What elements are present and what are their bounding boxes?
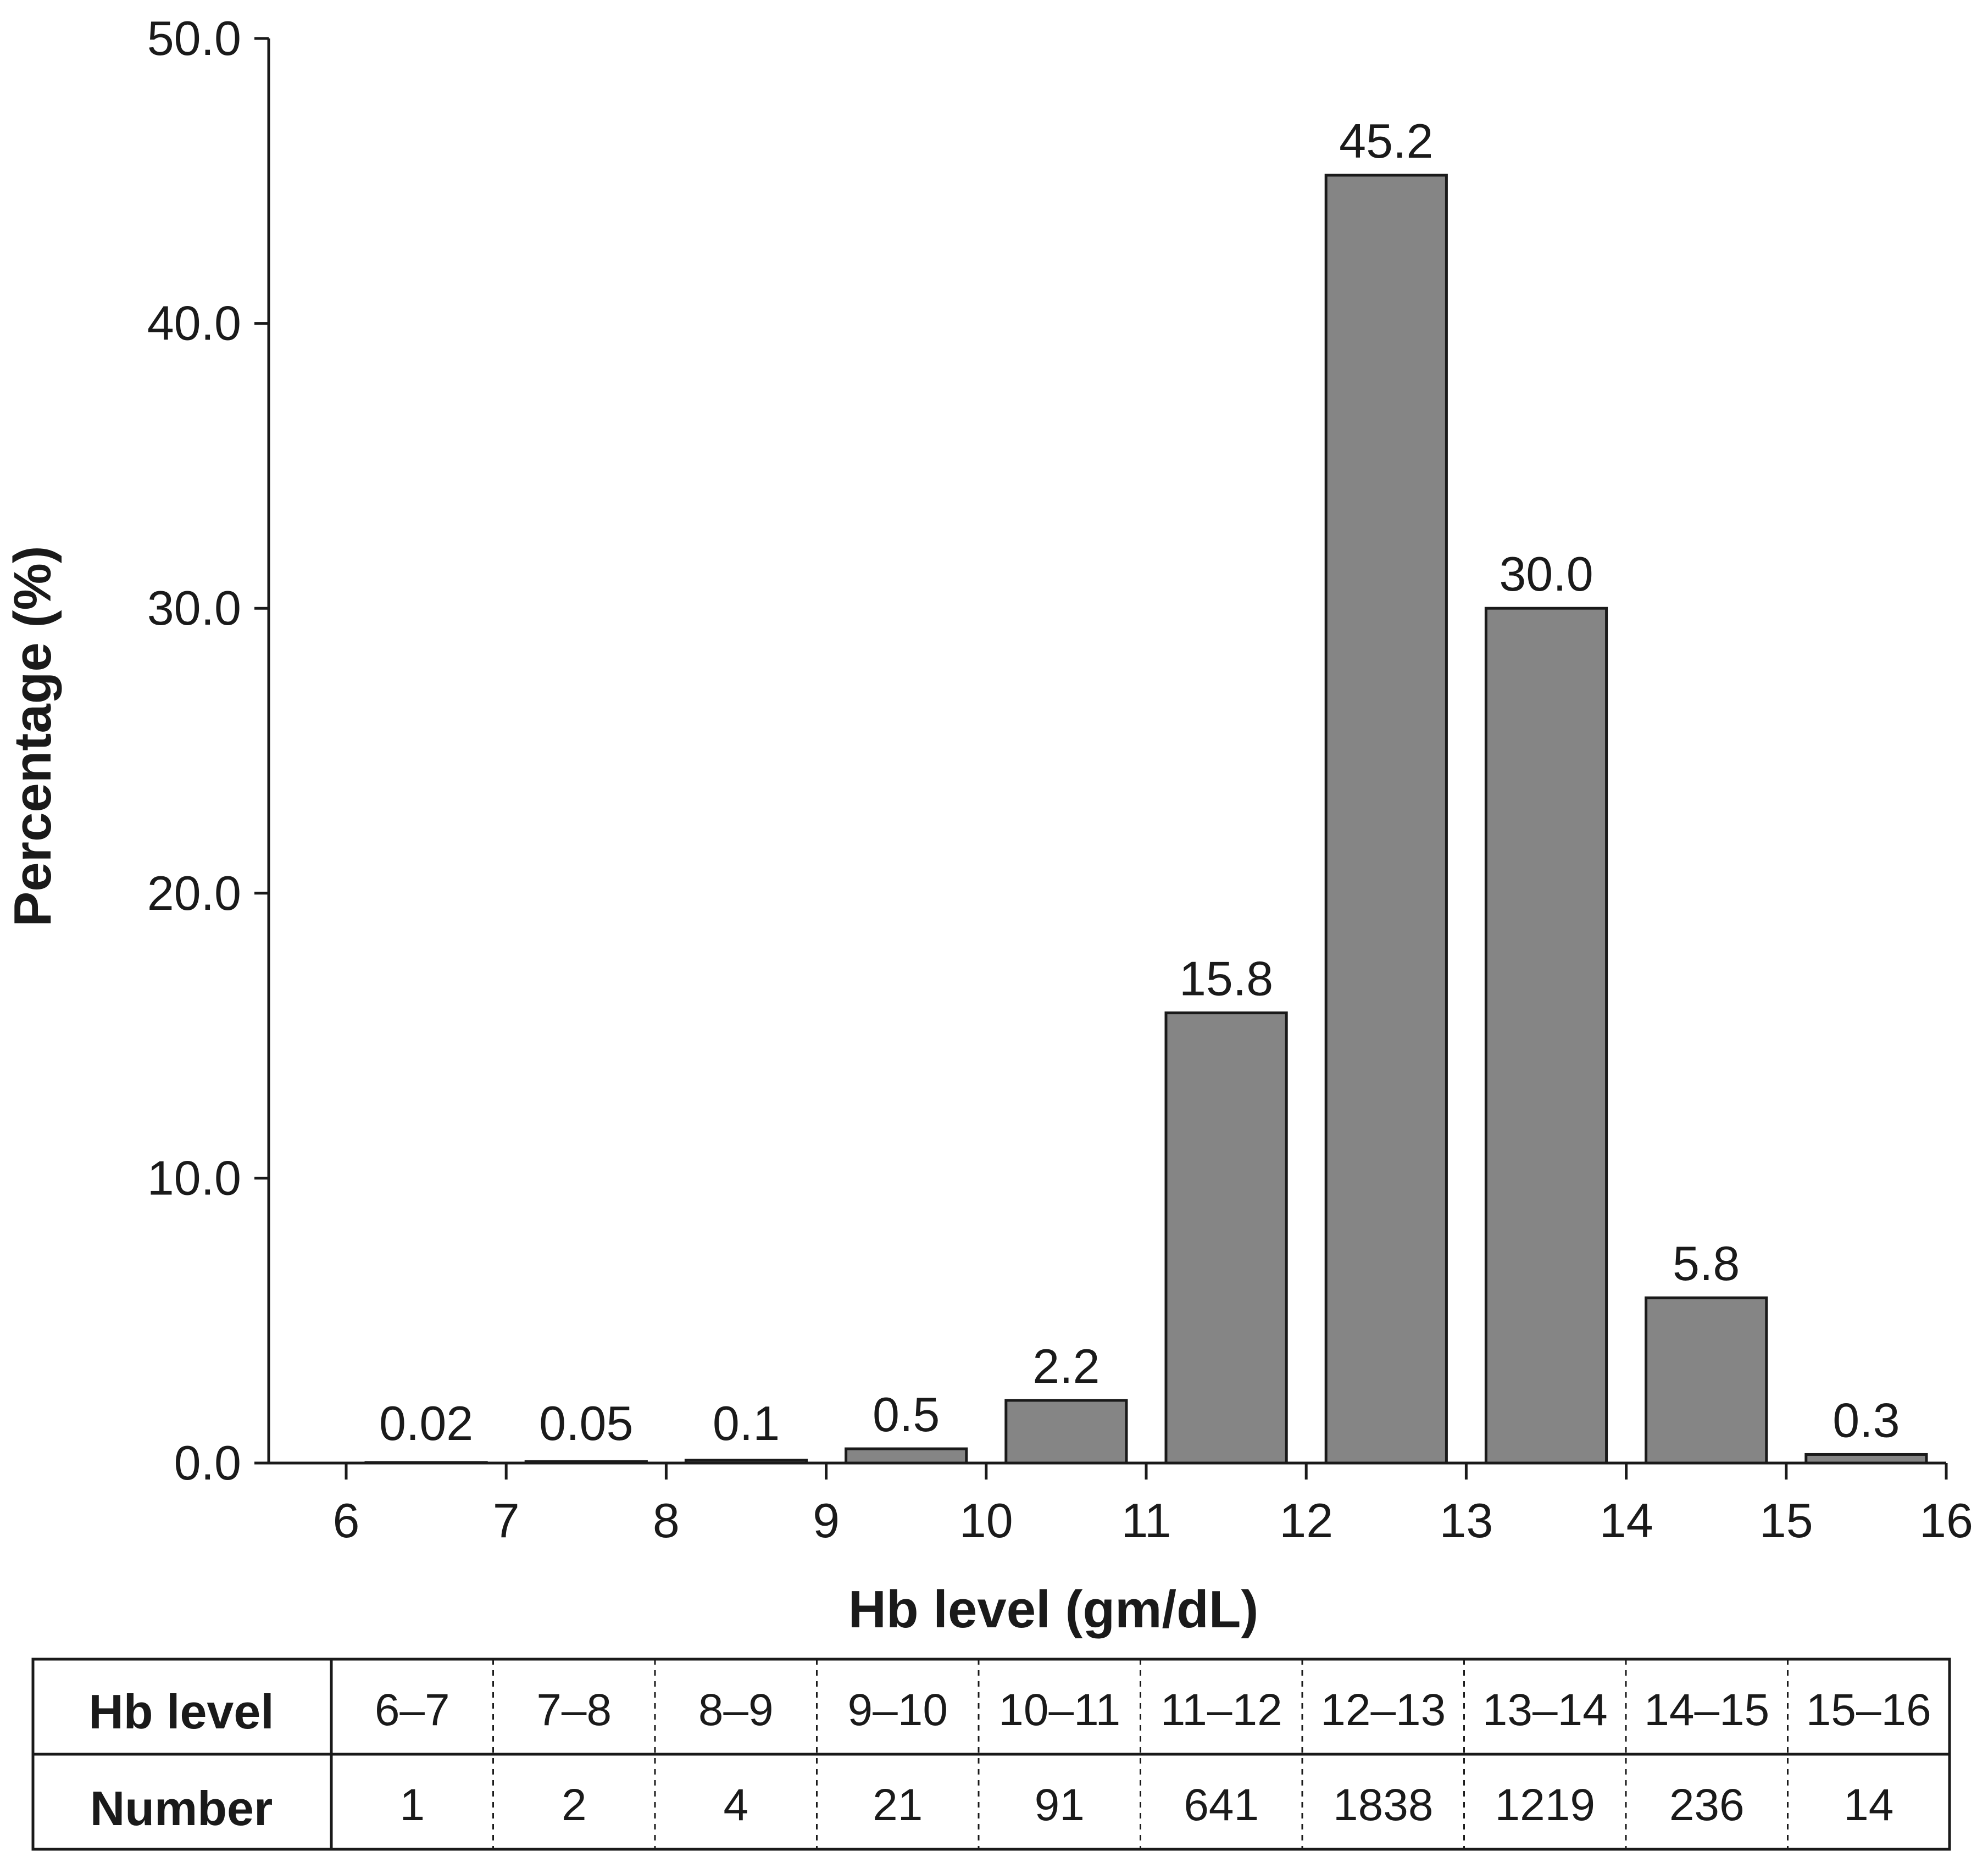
- table-number-cell: 1219: [1495, 1780, 1595, 1830]
- table-number-cell: 21: [873, 1780, 923, 1830]
- x-tick-label: 13: [1439, 1493, 1493, 1548]
- table-range-cell: 15–16: [1806, 1685, 1931, 1735]
- x-tick-label: 16: [1919, 1493, 1973, 1548]
- bar-value-label: 15.8: [1179, 952, 1273, 1006]
- x-tick-label: 9: [813, 1493, 840, 1548]
- table-number-cell: 641: [1184, 1780, 1259, 1830]
- bar-value-label: 0.02: [379, 1396, 473, 1450]
- y-tick-label: 0.0: [174, 1436, 241, 1490]
- table-header-label: Hb level: [88, 1684, 274, 1739]
- bar-value-label: 0.3: [1832, 1393, 1900, 1447]
- table-range-cell: 9–10: [848, 1685, 948, 1735]
- bar: [524, 1460, 648, 1465]
- bar: [1645, 1296, 1768, 1465]
- table-range-cell: 14–15: [1644, 1685, 1769, 1735]
- x-tick-label: 6: [333, 1493, 360, 1548]
- bar: [1804, 1453, 1928, 1465]
- bar-value-label: 0.05: [539, 1396, 633, 1450]
- y-tick-label: 20.0: [147, 866, 241, 920]
- bar: [364, 1461, 488, 1465]
- table-number-cell: 236: [1669, 1780, 1745, 1830]
- bar: [1004, 1399, 1128, 1465]
- bar-value-label: 45.2: [1339, 114, 1433, 168]
- bar-value-label: 0.1: [713, 1396, 780, 1450]
- table-range-cell: 11–12: [1160, 1685, 1282, 1735]
- y-tick-label: 10.0: [147, 1150, 241, 1205]
- table-number-cell: 1838: [1333, 1780, 1433, 1830]
- table-row-label: Number: [90, 1781, 273, 1836]
- table-range-cell: 8–9: [698, 1685, 774, 1735]
- x-tick-label: 14: [1600, 1493, 1653, 1548]
- y-tick-label: 40.0: [147, 296, 241, 351]
- y-tick-label: 30.0: [147, 581, 241, 635]
- table-range-cell: 6–7: [375, 1685, 450, 1735]
- x-tick-label: 11: [1121, 1493, 1171, 1548]
- x-tick-label: 12: [1279, 1493, 1333, 1548]
- table-number-cell: 2: [562, 1780, 587, 1830]
- bar-value-label: 0.5: [873, 1387, 940, 1442]
- x-tick-label: 15: [1759, 1493, 1813, 1548]
- x-axis-title: Hb level (gm/dL): [848, 1580, 1259, 1639]
- x-tick-label: 10: [959, 1493, 1013, 1548]
- y-axis-title: Percentage (%): [3, 546, 62, 927]
- data-table: Hb level Number 6–7 1 7–8 2 8–9 4 9–10 21 10–11 9…: [31, 1658, 1951, 1851]
- table-number-cell: 14: [1843, 1780, 1893, 1830]
- bar-value-label: 30.0: [1499, 547, 1593, 601]
- table-range-cell: 13–14: [1482, 1685, 1608, 1735]
- table-number-cell: 91: [1035, 1780, 1085, 1830]
- x-tick-label: 7: [493, 1493, 520, 1548]
- table-range-cell: 7–8: [536, 1685, 612, 1735]
- table-number-cell: 4: [723, 1780, 748, 1830]
- bar: [684, 1459, 808, 1465]
- bar: [1484, 607, 1608, 1465]
- bar: [1164, 1011, 1288, 1465]
- bar: [1324, 174, 1448, 1465]
- bar-value-label: 5.8: [1673, 1236, 1740, 1291]
- bar: [845, 1447, 968, 1465]
- bar-value-label: 2.2: [1032, 1339, 1099, 1393]
- x-tick-label: 8: [653, 1493, 680, 1548]
- table-range-cell: 10–11: [998, 1685, 1120, 1735]
- table-number-cell: 1: [399, 1780, 425, 1830]
- plot-area: 0.0 10.0 20.0 30.0 40.0 50.0 6 7 8 9 10 11 12 13 14 15 1…: [147, 11, 1973, 1548]
- y-tick-label: 50.0: [147, 11, 241, 65]
- table-range-cell: 12–13: [1320, 1685, 1446, 1735]
